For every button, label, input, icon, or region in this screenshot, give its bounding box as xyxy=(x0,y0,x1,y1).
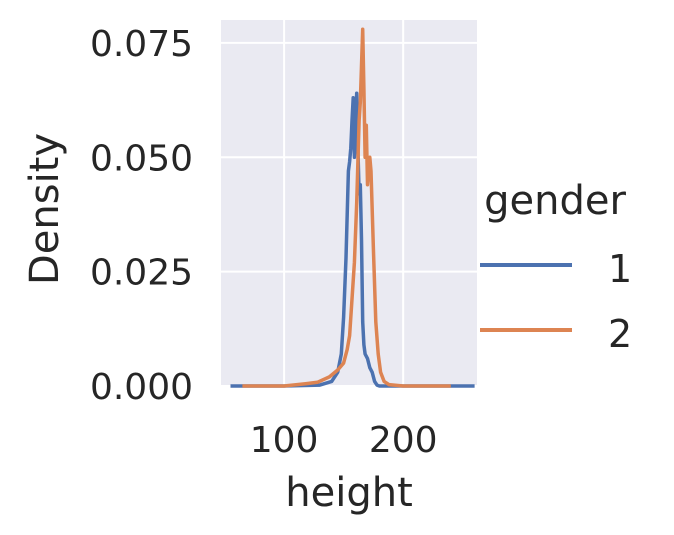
x-tick-label: 200 xyxy=(369,420,438,461)
x-axis-label: height xyxy=(285,470,413,516)
series-lines xyxy=(230,27,475,388)
legend: gender 1 2 xyxy=(480,178,632,356)
legend-label-1: 1 xyxy=(608,247,632,291)
y-tick-label: 0.025 xyxy=(90,253,193,294)
y-tick-label: 0.050 xyxy=(90,138,193,179)
legend-title: gender xyxy=(484,178,626,224)
y-axis-label: Density xyxy=(22,133,68,285)
y-tick-label: 0.000 xyxy=(90,367,193,408)
x-tick-label: 100 xyxy=(250,420,319,461)
series-line-2 xyxy=(242,27,451,388)
x-tick-labels: 100 200 xyxy=(250,420,438,461)
y-tick-label: 0.075 xyxy=(90,24,193,65)
y-tick-labels: 0.000 0.025 0.050 0.075 xyxy=(90,24,193,408)
series-line-1 xyxy=(230,91,475,388)
legend-label-2: 2 xyxy=(608,312,632,356)
